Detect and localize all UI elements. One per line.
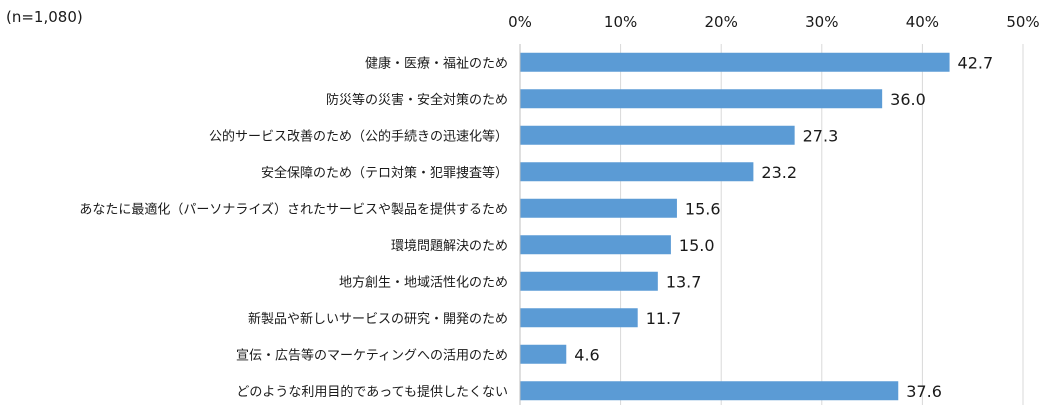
x-tick-label: 30% (805, 13, 838, 31)
data-label: 4.6 (574, 345, 599, 364)
data-label: 15.6 (685, 199, 721, 218)
x-tick-label: 0% (508, 13, 532, 31)
category-label: 健康・医療・福祉のため (365, 55, 508, 71)
category-label: あなたに最適化（パーソナライズ）されたサービスや製品を提供するため (79, 201, 508, 217)
bar (520, 89, 883, 109)
data-label: 42.7 (958, 53, 994, 72)
x-tick-label: 10% (604, 13, 637, 31)
x-tick-label: 20% (705, 13, 738, 31)
bar (520, 162, 754, 182)
x-tick-label: 40% (906, 13, 939, 31)
data-label: 11.7 (646, 309, 682, 328)
category-label: 安全保障のため（テロ対策・犯罪捜査等） (261, 165, 508, 181)
category-label: どのような利用目的であっても提供したくない (236, 384, 508, 400)
data-label: 13.7 (666, 272, 702, 291)
x-tick-label: 50% (1006, 13, 1039, 31)
data-label: 37.6 (906, 382, 942, 401)
category-label: 公的サービス改善のため（公的手続きの迅速化等） (209, 128, 508, 144)
category-label: 宣伝・広告等のマーケティングへの活用のため (236, 347, 508, 363)
bar (520, 235, 671, 255)
category-label: 地方創生・地域活性化のため (339, 274, 508, 290)
bar (520, 381, 899, 401)
data-label: 27.3 (803, 126, 839, 145)
data-label: 23.2 (761, 163, 797, 182)
category-label: 新製品や新しいサービスの研究・開発のため (248, 311, 508, 327)
bar (520, 271, 658, 291)
category-label: 環境問題解決のため (391, 239, 508, 254)
bar (520, 125, 795, 145)
bar (520, 344, 567, 364)
sample-size-note: (n=1,080) (6, 8, 83, 26)
bar (520, 308, 638, 328)
bar (520, 198, 677, 218)
data-label: 36.0 (890, 90, 926, 109)
data-label: 15.0 (679, 236, 715, 255)
category-label: 防災等の災害・安全対策のため (326, 92, 508, 108)
bar (520, 52, 950, 72)
